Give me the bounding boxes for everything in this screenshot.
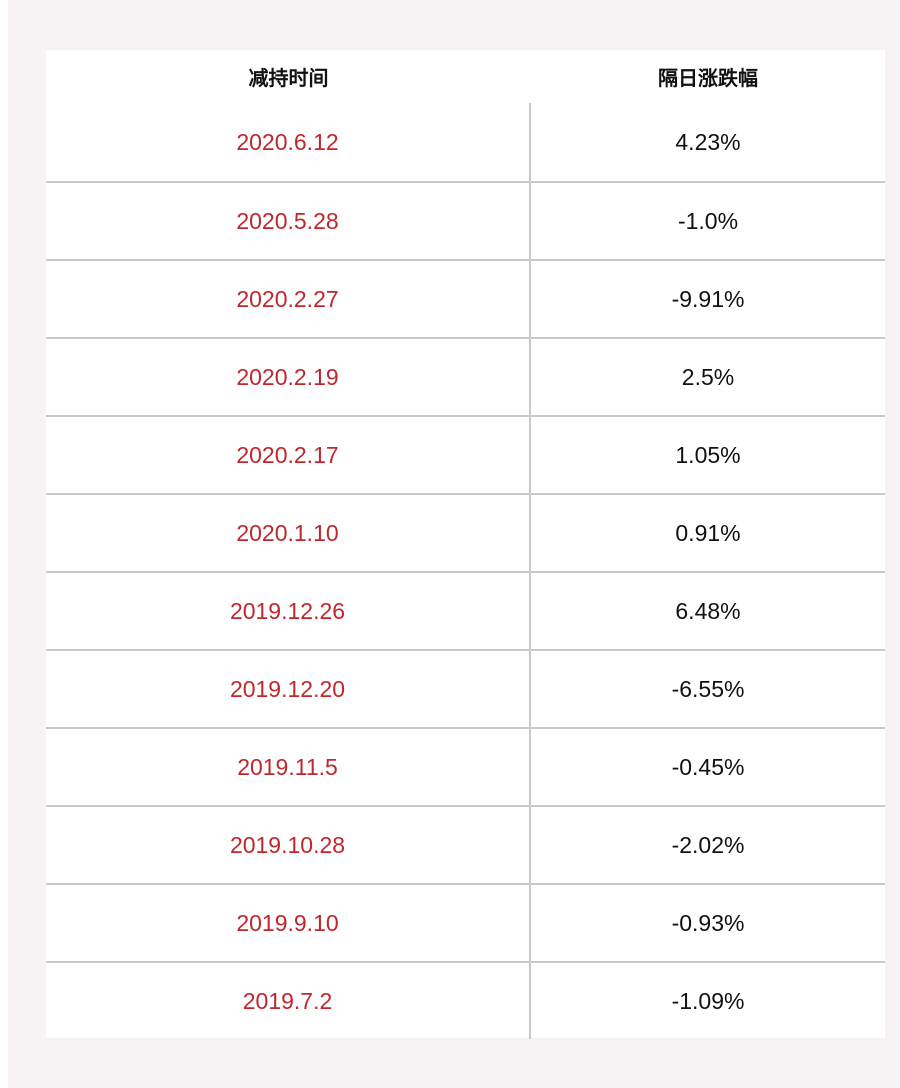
row-date: 2019.11.5 (46, 729, 531, 805)
row-change: 4.23% (675, 128, 741, 155)
table-header: 减持时间 隔日涨跌幅 (46, 50, 885, 103)
row-change: -9.91% (671, 285, 745, 312)
row-date: 2020.6.12 (46, 103, 531, 181)
page-panel: 减持时间 隔日涨跌幅 2020.6.12 4.23% 2020.5.28 -1.… (8, 0, 900, 1088)
table-row: 2020.2.27 -9.91% (46, 259, 885, 337)
table-row: 2020.6.12 4.23% (46, 103, 885, 181)
header-change: 隔日涨跌幅 (658, 68, 758, 90)
row-change: -1.09% (671, 987, 745, 1014)
table-row: 2019.12.20 -6.55% (46, 649, 885, 727)
table-row: 2019.12.26 6.48% (46, 571, 885, 649)
table-row: 2019.7.2 -1.09% (46, 961, 885, 1039)
row-date: 2020.2.19 (46, 339, 531, 415)
table-row: 2019.10.28 -2.02% (46, 805, 885, 883)
row-date: 2020.2.17 (46, 417, 531, 493)
row-change: -0.45% (671, 753, 745, 780)
row-change: -2.02% (671, 831, 745, 858)
row-change: 2.5% (681, 363, 735, 390)
table-row: 2020.1.10 0.91% (46, 493, 885, 571)
row-date: 2020.2.27 (46, 261, 531, 337)
row-change: 1.05% (675, 441, 741, 468)
table-row: 2020.2.19 2.5% (46, 337, 885, 415)
row-change: 6.48% (675, 597, 741, 624)
row-change: -1.0% (677, 207, 739, 234)
header-date: 减持时间 (248, 68, 329, 90)
row-date: 2019.7.2 (46, 963, 531, 1039)
row-date: 2020.1.10 (46, 495, 531, 571)
table-row: 2020.2.17 1.05% (46, 415, 885, 493)
row-change: 0.91% (675, 519, 741, 546)
row-date: 2020.5.28 (46, 183, 531, 259)
reduction-table: 减持时间 隔日涨跌幅 2020.6.12 4.23% 2020.5.28 -1.… (46, 50, 885, 1039)
row-date: 2019.9.10 (46, 885, 531, 961)
table-row: 2019.11.5 -0.45% (46, 727, 885, 805)
table-body: 2020.6.12 4.23% 2020.5.28 -1.0% 2020.2.2… (46, 103, 885, 1039)
row-date: 2019.12.20 (46, 651, 531, 727)
row-date: 2019.12.26 (46, 573, 531, 649)
row-change: -6.55% (671, 675, 745, 702)
row-change: -0.93% (671, 909, 745, 936)
table-row: 2019.9.10 -0.93% (46, 883, 885, 961)
table-row: 2020.5.28 -1.0% (46, 181, 885, 259)
row-date: 2019.10.28 (46, 807, 531, 883)
